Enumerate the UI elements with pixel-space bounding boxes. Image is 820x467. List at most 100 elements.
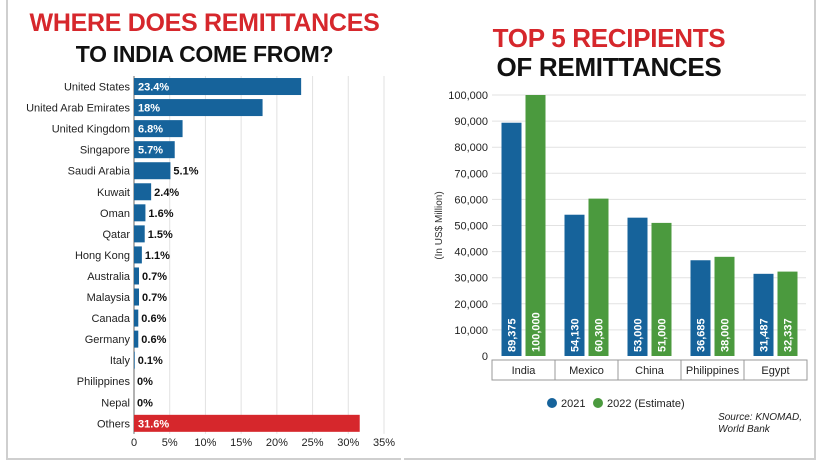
category-label: Philippines (686, 365, 740, 377)
category-label: Germany (85, 334, 131, 346)
legend-label: 2021 (561, 398, 585, 410)
bar-value-label: 51,000 (657, 318, 669, 352)
bar-series-2 (651, 222, 672, 356)
right-panel: TOP 5 RECIPIENTS OF REMITTANCES 0 10,000 2… (404, 0, 816, 460)
bar-value-label: 0.7% (142, 292, 167, 304)
category-label: United Kingdom (52, 124, 130, 136)
bar-value-label: 53,000 (633, 318, 645, 352)
y-tick-label: 20,000 (454, 299, 488, 311)
bar-value-label: 18% (138, 103, 160, 115)
bar-value-label: 1.1% (145, 250, 170, 262)
category-label: Australia (87, 271, 131, 283)
bar (134, 204, 146, 222)
bar-value-label: 0.7% (142, 271, 167, 283)
y-tick-label: 80,000 (454, 142, 488, 154)
category-label: Oman (100, 208, 130, 220)
legend-marker (593, 398, 603, 408)
category-label: Others (97, 418, 131, 430)
bar-value-label: 1.5% (148, 229, 173, 241)
bar-value-label: 0.1% (138, 355, 163, 367)
bar-value-label: 54,130 (570, 318, 582, 352)
y-tick-label: 50,000 (454, 221, 488, 233)
category-label: United States (64, 82, 131, 94)
bar-value-label: 0.6% (141, 313, 166, 325)
bar-value-label: 5.7% (138, 145, 163, 157)
bar-value-label: 1.6% (148, 208, 173, 220)
bar (134, 99, 263, 117)
bar-value-label: 38,000 (720, 318, 732, 352)
bar-series-1 (501, 122, 522, 356)
bar-series-2 (588, 198, 609, 356)
y-tick-label: 90,000 (454, 116, 488, 128)
bar-value-label: 2.4% (154, 187, 179, 199)
bar (134, 414, 360, 432)
bar (134, 309, 139, 327)
bar-value-label: 32,337 (783, 318, 795, 352)
bar-value-label: 6.8% (138, 124, 163, 136)
bar-value-label: 23.4% (138, 82, 169, 94)
bar-value-label: 0% (137, 376, 153, 388)
category-label: Saudi Arabia (68, 166, 131, 178)
bar (134, 267, 139, 285)
category-label: Italy (110, 355, 131, 367)
bar (134, 78, 302, 96)
x-tick-label: 10% (194, 437, 216, 449)
bar-series-2 (525, 95, 546, 356)
y-tick-label: 100,000 (448, 90, 488, 102)
category-label: Mexico (569, 365, 604, 377)
category-label: India (512, 365, 537, 377)
bar-value-label: 36,685 (696, 318, 708, 352)
bar-value-label: 0.6% (141, 334, 166, 346)
bar-series-1 (564, 214, 585, 356)
category-label: Qatar (102, 229, 130, 241)
bar (134, 183, 152, 201)
category-label: Kuwait (97, 187, 130, 199)
bar (134, 141, 175, 159)
category-label: United Arab Emirates (26, 103, 130, 115)
x-tick-label: 35% (373, 437, 395, 449)
bar-value-label: 31.6% (138, 418, 169, 430)
category-label: Egypt (761, 365, 789, 377)
y-tick-label: 70,000 (454, 168, 488, 180)
right-title-line1: TOP 5 RECIPIENTS (492, 23, 726, 53)
y-axis-label: (In US$ Million) (434, 191, 445, 259)
bar-value-label: 60,300 (594, 318, 606, 352)
y-tick-label: 10,000 (454, 325, 488, 337)
category-label: Malaysia (87, 292, 131, 304)
bar-series-1 (627, 217, 648, 356)
bar-series-1 (690, 260, 711, 356)
bar (134, 288, 139, 306)
x-tick-label: 20% (266, 437, 288, 449)
x-tick-label: 25% (302, 437, 324, 449)
category-label: Hong Kong (75, 250, 130, 262)
bar-value-label: 89,375 (507, 318, 519, 352)
bar (134, 330, 139, 348)
x-tick-label: 15% (230, 437, 252, 449)
category-label: Nepal (101, 397, 130, 409)
x-tick-label: 5% (162, 437, 178, 449)
x-tick-label: 30% (337, 437, 359, 449)
bar (134, 246, 142, 264)
bar-series-2 (714, 256, 735, 356)
y-tick-label: 60,000 (454, 194, 488, 206)
bar-value-label: 5.1% (173, 166, 198, 178)
bar (134, 351, 135, 369)
bar-series-1 (753, 273, 774, 356)
bar-value-label: 0% (137, 397, 153, 409)
source-note: Source: KNOMAD, World Bank (718, 412, 802, 435)
y-tick-label: 30,000 (454, 273, 488, 285)
legend-label: 2022 (Estimate) (607, 398, 685, 410)
right-title-line2: OF REMITTANCES (496, 52, 722, 82)
category-label: Philippines (77, 376, 131, 388)
top-recipients-chart: 0 10,000 20,000 30,000 40,000 50,000 60,000 70,… (434, 90, 808, 410)
remittance-source-chart: 0 5% 10% 15% 20% 25% 30% 35% United States 23.4% U… (26, 76, 395, 449)
bar-value-label: 100,000 (531, 312, 543, 352)
category-label: Canada (91, 313, 130, 325)
category-label: China (635, 365, 665, 377)
category-cell (743, 359, 808, 381)
bar (134, 120, 183, 138)
left-title-line1: WHERE DOES REMITTANCES (29, 9, 380, 37)
y-tick-label: 0 (482, 351, 488, 363)
bar (134, 225, 145, 243)
bar-series-2 (777, 271, 798, 356)
